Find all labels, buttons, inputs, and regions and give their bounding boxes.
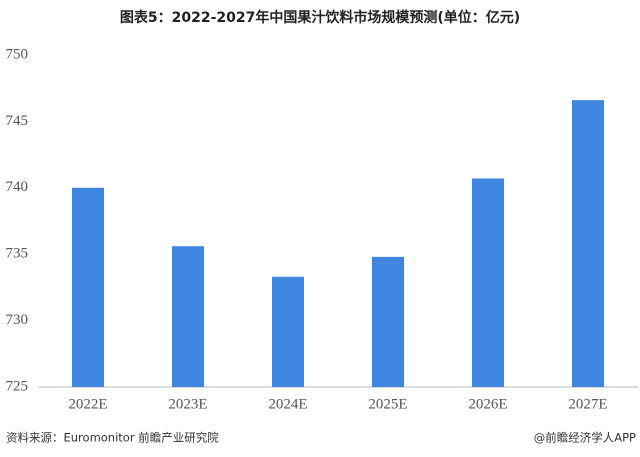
- x-tick-label: 2026E: [468, 396, 507, 412]
- bar: [372, 256, 404, 387]
- bar: [272, 276, 304, 387]
- chart-title: 图表5：2022-2027年中国果汁饮料市场规模预测(单位：亿元): [120, 9, 520, 26]
- credit: @前瞻经济学人APP: [534, 431, 636, 445]
- y-tick-label: 735: [6, 246, 29, 262]
- x-tick-label: 2027E: [568, 396, 607, 412]
- bar: [172, 246, 204, 387]
- bar: [472, 178, 504, 387]
- y-tick-label: 750: [6, 46, 29, 62]
- y-tick-label: 730: [6, 312, 29, 328]
- x-tick-label: 2025E: [368, 396, 407, 412]
- y-tick-label: 745: [6, 113, 29, 129]
- source-note: 资料来源：Euromonitor 前瞻产业研究院: [6, 431, 219, 445]
- y-tick-label: 725: [6, 378, 29, 394]
- x-tick-label: 2023E: [168, 396, 207, 412]
- x-tick-label: 2024E: [268, 396, 307, 412]
- bar: [72, 187, 104, 387]
- x-tick-label: 2022E: [68, 396, 107, 412]
- y-tick-label: 740: [6, 179, 29, 195]
- bar: [572, 100, 604, 387]
